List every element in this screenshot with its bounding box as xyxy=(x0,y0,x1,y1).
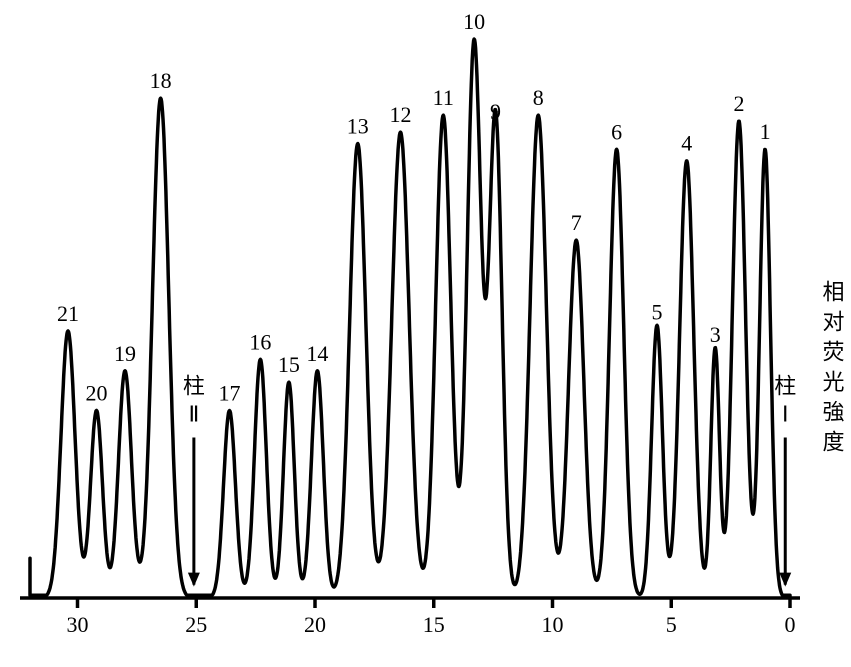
peak-label-19: 19 xyxy=(114,341,136,366)
x-tick-label: 10 xyxy=(542,612,564,637)
peak-label-8: 8 xyxy=(533,85,544,110)
peak-label-16: 16 xyxy=(249,329,271,354)
column-annotation-label: Ⅰ xyxy=(782,402,789,427)
peak-label-7: 7 xyxy=(571,210,582,235)
peak-label-20: 20 xyxy=(86,380,108,405)
peak-label-4: 4 xyxy=(681,131,692,156)
peak-label-21: 21 xyxy=(57,301,79,326)
peak-label-10: 10 xyxy=(463,9,485,34)
x-tick-label: 20 xyxy=(304,612,326,637)
peak-label-14: 14 xyxy=(306,341,328,366)
peak-label-13: 13 xyxy=(347,114,369,139)
x-tick-label: 15 xyxy=(423,612,445,637)
peak-label-12: 12 xyxy=(390,102,412,127)
peak-label-15: 15 xyxy=(278,352,300,377)
peak-label-9: 9 xyxy=(490,99,501,124)
x-tick-label: 25 xyxy=(185,612,207,637)
x-tick-label: 30 xyxy=(67,612,89,637)
column-annotation-arrowhead xyxy=(188,573,200,587)
x-tick-label: 5 xyxy=(666,612,677,637)
peak-label-2: 2 xyxy=(733,91,744,116)
peak-label-5: 5 xyxy=(652,299,663,324)
peak-label-1: 1 xyxy=(760,119,771,144)
column-annotation-label: 柱 xyxy=(183,374,205,399)
y-axis-label: 相对荧光強度 xyxy=(820,280,845,460)
peak-label-17: 17 xyxy=(219,381,241,406)
peak-label-11: 11 xyxy=(433,85,454,110)
column-annotation-label: 柱 xyxy=(774,374,796,399)
column-annotation-label: Ⅱ xyxy=(188,402,199,427)
x-tick-label: 0 xyxy=(785,612,796,637)
peak-label-6: 6 xyxy=(611,119,622,144)
peak-label-18: 18 xyxy=(150,68,172,93)
peak-label-3: 3 xyxy=(710,322,721,347)
